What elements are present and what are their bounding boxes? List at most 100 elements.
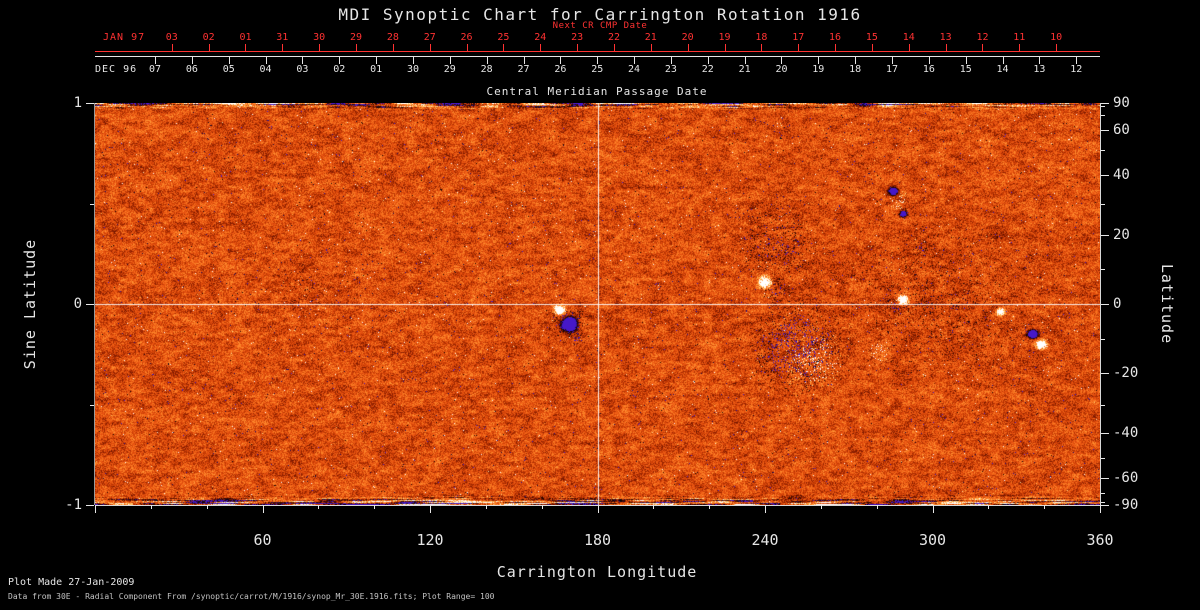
bottom-axis-tick-label: 300: [918, 531, 947, 549]
right-axis-tick: [1101, 433, 1109, 435]
next-cr-axis-line: [95, 51, 1100, 52]
cmp-date-label: 24: [628, 64, 641, 75]
cmp-date-tick: [486, 57, 488, 64]
magnetogram-canvas: [95, 103, 1100, 505]
next-cr-date-tick: [392, 44, 394, 51]
next-cr-date-tick: [908, 44, 910, 51]
next-cr-date-label: 18: [755, 32, 768, 43]
right-axis-tick-label: -20: [1113, 364, 1139, 381]
next-cr-date-tick: [245, 44, 247, 51]
left-axis-tick-label: 1: [73, 95, 82, 111]
cmp-date-tick: [191, 57, 193, 64]
bottom-axis-tick: [765, 505, 766, 513]
cmp-date-tick: [781, 57, 783, 64]
next-cr-date-label: 22: [607, 32, 620, 43]
right-axis-tick: [1101, 103, 1109, 104]
cmp-date-label: 17: [885, 64, 899, 75]
right-axis-minor-tick: [1101, 115, 1105, 117]
cmp-date-tick: [1039, 57, 1041, 64]
right-axis-minor-tick: [1101, 492, 1105, 494]
chart-title: MDI Synoptic Chart for Carrington Rotati…: [338, 5, 862, 24]
cmp-date-tick: [1076, 57, 1078, 64]
data-source-text: Data from 30E - Radial Component From /s…: [8, 592, 495, 601]
right-axis-tick: [1101, 505, 1109, 506]
cmp-date-label: 06: [185, 64, 198, 75]
cmp-date-label: 04: [259, 64, 272, 75]
cmp-date-tick: [707, 57, 709, 64]
right-axis-tick-label: 0: [1113, 296, 1122, 312]
cmp-date-label: 20: [775, 64, 788, 75]
cmp-date-tick: [228, 57, 230, 64]
right-axis-minor-tick: [1101, 150, 1105, 152]
bottom-axis-minor-tick: [485, 505, 487, 509]
cmp-date-tick: [855, 57, 857, 64]
next-cr-date-label: 12: [976, 32, 989, 43]
cmp-date-label: 07: [148, 64, 162, 75]
next-cr-date-tick: [540, 44, 542, 51]
next-cr-date-tick: [798, 44, 800, 51]
cmp-date-label: 05: [222, 64, 235, 75]
next-cr-date-label: 20: [681, 32, 694, 43]
plot-made-text: Plot Made 27-Jan-2009: [8, 577, 135, 588]
right-axis-minor-tick: [1101, 457, 1105, 459]
cmp-date-tick: [1002, 57, 1004, 64]
cmp-date-label: 03: [296, 64, 309, 75]
next-cr-date-label: 25: [497, 32, 510, 43]
next-cr-date-label: 13: [939, 32, 952, 43]
right-axis-minor-tick: [1101, 501, 1105, 503]
next-cr-date-tick: [282, 44, 284, 51]
cmp-date-tick: [892, 57, 894, 64]
next-cr-date-label: 02: [202, 32, 215, 43]
cmp-date-tick: [523, 57, 525, 64]
cmp-date-label: 29: [443, 64, 456, 75]
left-axis-tick: [86, 103, 94, 104]
bottom-axis-tick-label: 240: [751, 531, 779, 549]
bottom-axis-tick: [597, 505, 599, 513]
next-cr-date-tick: [687, 44, 689, 51]
bottom-axis-tick-label: 60: [253, 531, 272, 549]
cmp-date-tick: [376, 57, 378, 64]
bottom-axis-tick-label: 360: [1086, 531, 1114, 549]
cmp-date-label: 25: [591, 64, 604, 75]
right-axis-tick: [1101, 174, 1109, 176]
right-axis-tick: [1101, 478, 1109, 480]
next-cr-date-tick: [208, 44, 210, 51]
next-cr-date-label: 03: [165, 32, 178, 43]
bottom-axis-minor-tick: [709, 505, 711, 509]
bottom-axis-minor-tick: [541, 505, 543, 509]
bottom-axis-minor-tick: [318, 505, 320, 509]
right-axis-tick-label: 90: [1113, 95, 1130, 111]
cmp-date-tick: [928, 57, 930, 64]
cmp-date-tick: [744, 57, 746, 64]
bottom-axis-tick-label: 120: [416, 531, 444, 549]
right-axis-tick-label: -60: [1113, 470, 1139, 487]
right-axis-minor-tick: [1101, 269, 1105, 271]
cmp-month-label: DEC 96: [95, 64, 138, 75]
cmp-date-tick: [965, 57, 967, 64]
next-cr-date-tick: [577, 44, 579, 51]
next-cr-date-tick: [1056, 44, 1058, 51]
cmp-date-tick: [449, 57, 451, 64]
next-cr-date-tick: [171, 44, 173, 51]
bottom-axis-tick-label: 180: [583, 531, 612, 549]
left-axis-tick-label: -1: [65, 497, 82, 513]
cmp-date-label: 12: [1070, 64, 1083, 75]
next-cr-date-label: 15: [865, 32, 878, 43]
bottom-axis-minor-tick: [374, 505, 376, 509]
bottom-axis-minor-tick: [150, 505, 152, 509]
cmp-axis-title: Central Meridian Passage Date: [486, 85, 708, 98]
next-cr-date-label: 26: [460, 32, 473, 43]
cmp-date-label: 26: [554, 64, 567, 75]
cmp-date-label: 28: [480, 64, 493, 75]
next-cr-date-tick: [429, 44, 431, 51]
next-cr-date-tick: [835, 44, 837, 51]
right-axis-tick-label: -40: [1113, 425, 1139, 442]
next-cr-date-label: 28: [386, 32, 399, 43]
cmp-date-tick: [412, 57, 414, 64]
cmp-date-tick: [339, 57, 341, 64]
left-axis-title: Sine Latitude: [21, 238, 39, 370]
cmp-date-tick: [302, 57, 304, 64]
plot-left-axis-line: [94, 103, 95, 505]
next-cr-date-label: 01: [239, 32, 252, 43]
cmp-date-label: 15: [959, 64, 972, 75]
